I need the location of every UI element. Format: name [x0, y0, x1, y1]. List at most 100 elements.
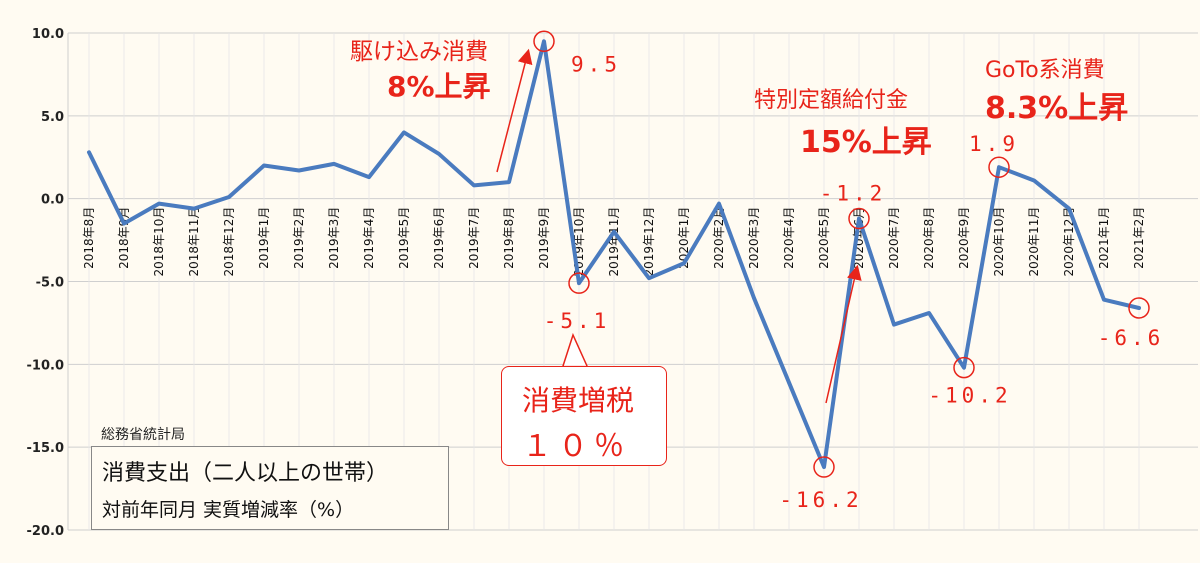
x-tick-label: 2018年12月	[222, 207, 236, 277]
x-tick-label: 2020年11月	[1027, 207, 1041, 277]
data-point	[822, 465, 826, 469]
highlight-markers: 9.5 -5.1 -16.2 -1.2 -10.2 1.9 -6.6	[533, 30, 1165, 512]
data-point	[1102, 298, 1106, 302]
data-point	[927, 311, 931, 315]
data-point	[997, 165, 1001, 169]
x-axis-ticks: 2018年8月 2018年9月 2018年10月 2018年11月 2018年12月 20…	[82, 207, 1146, 277]
data-point	[647, 276, 651, 280]
y-tick-label: -10.0	[27, 358, 64, 373]
data-point	[1032, 178, 1036, 182]
data-point	[157, 202, 161, 206]
info-box: 消費支出（二人以上の世帯） 対前年同月 実質増減率（%）	[91, 446, 449, 530]
data-point	[787, 381, 791, 385]
data-point	[87, 150, 91, 154]
x-tick-label: 2019年6月	[432, 207, 446, 269]
highlight-circle	[813, 456, 835, 478]
data-point	[122, 222, 126, 226]
highlight-value-label: -10.2	[928, 384, 1011, 408]
x-tick-label: 2018年8月	[82, 207, 96, 269]
benefit-title: 特別定額給付金	[754, 88, 908, 113]
data-point	[227, 195, 231, 199]
data-point	[612, 230, 616, 234]
y-tick-label: 5.0	[41, 110, 64, 125]
data-point	[192, 207, 196, 211]
x-tick-label: 2020年5月	[817, 207, 831, 269]
data-point	[752, 296, 756, 300]
callout-value: １０％	[522, 429, 630, 464]
series-line	[87, 39, 1141, 470]
x-tick-label: 2019年5月	[397, 207, 411, 269]
goto-title: GoTo系消費	[985, 58, 1105, 83]
data-point	[402, 130, 406, 134]
x-tick-label: 2019年4月	[362, 207, 376, 269]
rush-arrow	[496, 48, 533, 173]
y-axis-ticks: 10.0 5.0 0.0 -5.0 -10.0 -15.0 -20.0	[27, 27, 64, 539]
rush-value: 8%上昇	[387, 70, 491, 103]
benefit-arrow	[825, 264, 862, 404]
info-title: 消費支出（二人以上の世帯）	[102, 461, 389, 486]
benefit-value: 15%上昇	[800, 125, 932, 160]
x-tick-label: 2019年9月	[537, 207, 551, 269]
x-tick-label: 2019年1月	[257, 207, 271, 269]
data-point	[1067, 207, 1071, 211]
x-tick-label: 2019年12月	[642, 207, 656, 277]
x-tick-label: 2020年3月	[747, 207, 761, 269]
data-point	[857, 217, 861, 221]
x-tick-label: 2019年11月	[607, 207, 621, 277]
data-point	[367, 175, 371, 179]
y-tick-label: 0.0	[41, 193, 64, 208]
y-tick-label: -5.0	[36, 276, 64, 291]
x-tick-label: 2020年4月	[782, 207, 796, 269]
y-tick-label: 10.0	[32, 27, 64, 42]
y-tick-label: -20.0	[27, 524, 64, 539]
x-tick-label: 2019年3月	[327, 207, 341, 269]
highlight-circle	[988, 156, 1010, 178]
x-tick-label: 2020年12月	[1062, 207, 1076, 277]
info-subtitle: 対前年同月 実質増減率（%）	[102, 499, 355, 521]
x-tick-label: 2020年1月	[677, 207, 691, 269]
highlight-value-label: -1.2	[820, 182, 887, 206]
x-tick-label: 2021年2月	[1132, 207, 1146, 269]
x-tick-label: 2020年7月	[887, 207, 901, 269]
highlight-circle	[533, 30, 555, 53]
x-tick-label: 2019年7月	[467, 207, 481, 269]
source-label: 総務省統計局	[101, 427, 185, 443]
callout-title: 消費増税	[522, 384, 635, 417]
highlight-value-label: 1.9	[969, 132, 1019, 156]
data-point	[892, 323, 896, 327]
highlight-value-label: -5.1	[544, 309, 611, 333]
highlight-value-label: 9.5	[571, 52, 621, 76]
data-point	[332, 162, 336, 166]
highlight-value-label: -16.2	[779, 488, 862, 512]
callout-pointer	[561, 332, 589, 367]
data-point	[542, 39, 546, 43]
data-point	[577, 281, 581, 285]
x-tick-label: 2020年8月	[922, 207, 936, 269]
goto-value: 8.3%上昇	[985, 91, 1128, 126]
highlight-circle	[568, 272, 590, 294]
annotation-arrows	[496, 48, 862, 404]
data-point	[717, 202, 721, 206]
tax-callout: 消費増税 １０％	[501, 366, 667, 466]
data-point	[1137, 306, 1141, 310]
data-point	[437, 152, 441, 156]
highlight-value-label: -6.6	[1098, 326, 1165, 350]
highlight-circle	[848, 207, 870, 230]
data-point	[507, 180, 511, 184]
data-point	[472, 183, 476, 187]
data-point	[962, 366, 966, 370]
x-tick-label: 2020年9月	[957, 207, 971, 269]
data-point	[682, 261, 686, 265]
highlight-circle	[1128, 297, 1150, 319]
x-tick-label: 2018年10月	[152, 207, 166, 277]
x-tick-label: 2019年2月	[292, 207, 306, 269]
rush-title: 駆け込み消費	[350, 39, 488, 65]
y-tick-label: -15.0	[27, 441, 64, 456]
x-tick-label: 2018年11月	[187, 207, 201, 277]
highlight-circle	[953, 356, 975, 379]
x-tick-label: 2020年2月	[712, 207, 726, 269]
data-point	[297, 169, 301, 173]
data-point	[262, 164, 266, 168]
x-tick-label: 2020年10月	[992, 207, 1006, 277]
x-tick-label: 2019年8月	[502, 207, 516, 269]
